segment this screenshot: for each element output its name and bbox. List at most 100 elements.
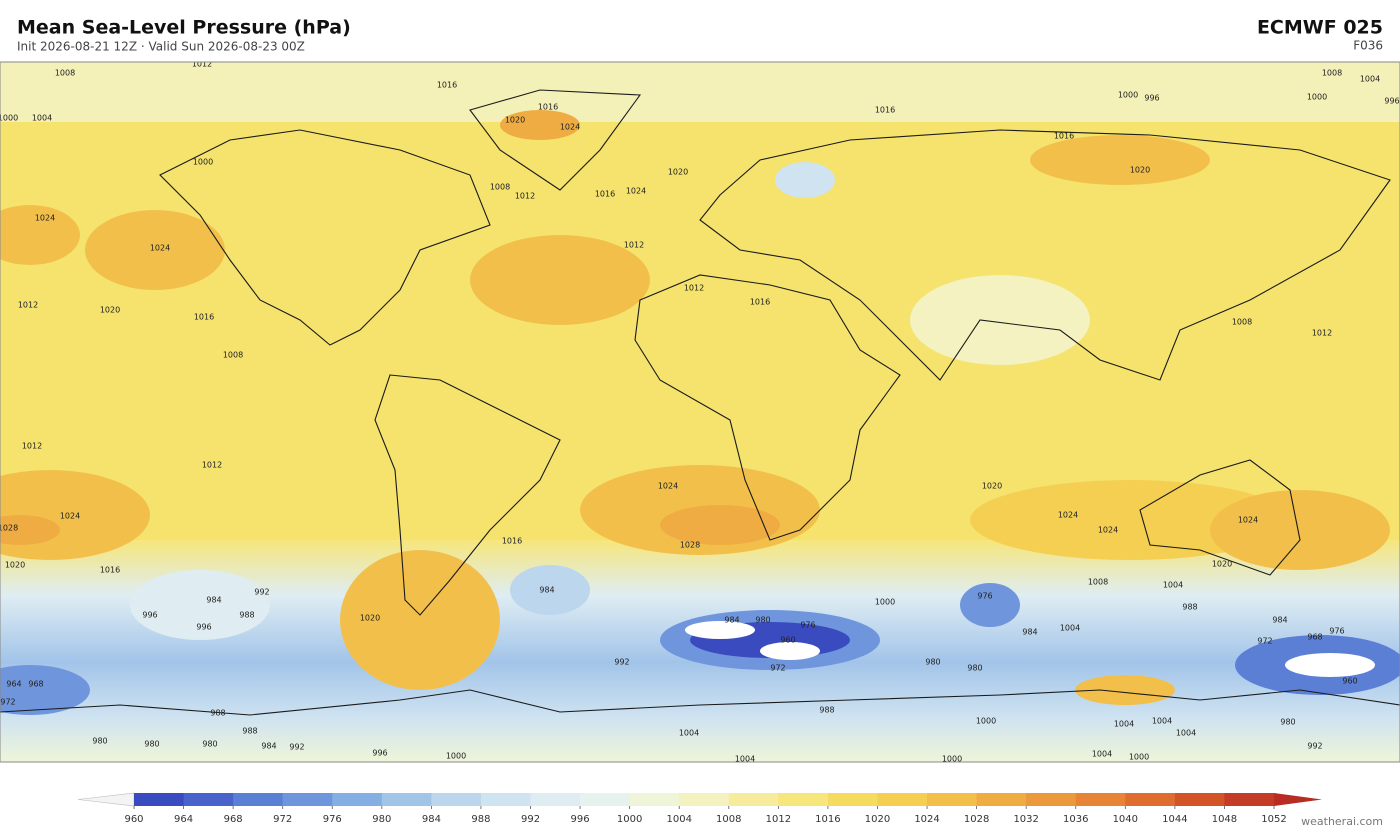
colorbar-tick-label: 972 (273, 814, 292, 825)
subtitle: Init 2026-08-21 12Z · Valid Sun 2026-08-… (17, 40, 305, 54)
contour-label: 992 (254, 588, 269, 597)
contour-label: 1016 (502, 537, 522, 546)
contour-label: 1024 (150, 244, 170, 253)
contour-label: 984 (539, 586, 554, 595)
contour-label: 988 (239, 611, 254, 620)
contour-label: 1000 (976, 717, 996, 726)
contour-label: 972 (770, 664, 785, 673)
contour-label: 1000 (875, 598, 895, 607)
title: Mean Sea-Level Pressure (hPa) (17, 17, 351, 39)
contour-label: 1000 (942, 755, 962, 764)
contour-label: 1004 (1092, 750, 1112, 759)
contour-label: 1004 (32, 114, 52, 123)
contour-label: 984 (206, 596, 221, 605)
contour-label: 1016 (100, 566, 120, 575)
contour-label: 992 (289, 743, 304, 752)
colorbar-tick-label: 960 (124, 814, 143, 825)
contour-label: 1012 (22, 442, 42, 451)
colorbar-bin (728, 793, 779, 806)
contour-label: 1012 (1312, 329, 1332, 338)
contour-label: 1012 (515, 192, 535, 201)
colorbar-bin (1224, 793, 1275, 806)
colorbar-bin (877, 793, 928, 806)
contour-label: 1004 (1163, 581, 1183, 590)
contour-label: 1020 (1212, 560, 1232, 569)
contour-label: 1020 (668, 168, 688, 177)
colorbar-bin (332, 793, 383, 806)
contour-label: 960 (780, 636, 795, 645)
contour-label: 1028 (0, 524, 18, 533)
colorbar-bin (183, 793, 234, 806)
contour-label: 1020 (982, 482, 1002, 491)
colorbar-tick-label: 1028 (964, 814, 989, 825)
contour-label: 1012 (684, 284, 704, 293)
contour-label: 1016 (194, 313, 214, 322)
contour-label: 984 (724, 616, 739, 625)
colorbar-tick-label: 964 (174, 814, 193, 825)
contour-label: 980 (1280, 718, 1295, 727)
contour-label: 1020 (1130, 166, 1150, 175)
contour-label: 988 (819, 706, 834, 715)
contour-label: 1024 (35, 214, 55, 223)
contour-label: 1024 (60, 512, 80, 521)
colorbar-tick-label: 996 (571, 814, 590, 825)
contour-label: 1012 (624, 241, 644, 250)
contour-label: 980 (967, 664, 982, 673)
colorbar-bin (431, 793, 482, 806)
contour-label: 1012 (192, 60, 212, 69)
contour-label: 1024 (1238, 516, 1258, 525)
contour-label: 1000 (0, 114, 18, 123)
contour-label: 1000 (1307, 93, 1327, 102)
contour-label: 1016 (750, 298, 770, 307)
contour-label: 1028 (680, 541, 700, 550)
colorbar-bin (282, 793, 333, 806)
colorbar-bin (480, 793, 532, 806)
colorbar-tick-label: 992 (521, 814, 540, 825)
contour-label: 1008 (55, 69, 75, 78)
map: 1008 1012 1016 1000 1004 1016 1024 1020 1000 1008… (0, 60, 1400, 764)
contour-label: 984 (261, 742, 276, 751)
colorbar-tick-label: 1040 (1113, 814, 1138, 825)
contour-label: 1004 (1152, 717, 1172, 726)
contour-label: 1016 (538, 103, 558, 112)
colorbar-bin (927, 793, 978, 806)
contour-label: 1016 (595, 190, 615, 199)
colorbar-bin (827, 793, 878, 806)
contour-label: 968 (1307, 633, 1322, 642)
contour-label: 1012 (202, 461, 222, 470)
contour-label: 1020 (100, 306, 120, 315)
contour-label: 988 (1182, 603, 1197, 612)
colorbar-bin (381, 793, 432, 806)
contour-labels: 1008 1012 1016 1000 1004 1016 1024 1020 1000 1008… (0, 60, 1400, 764)
contour-label: 1008 (1322, 69, 1342, 78)
contour-label: 984 (1272, 616, 1287, 625)
contour-label: 996 (196, 623, 211, 632)
contour-label: 1016 (437, 81, 457, 90)
colorbar-bin (1174, 793, 1225, 806)
colorbar-bin (580, 793, 631, 806)
colorbar-bin (778, 793, 829, 806)
forecast-hour: F036 (1353, 39, 1383, 53)
contour-label: 1004 (1114, 720, 1134, 729)
contour-label: 980 (202, 740, 217, 749)
contour-label: 1004 (1360, 75, 1380, 84)
contour-label: 1024 (658, 482, 678, 491)
contour-label: 1004 (1060, 624, 1080, 633)
contour-label: 1004 (735, 755, 755, 764)
contour-label: 1008 (223, 351, 243, 360)
colorbar-tick-label: 1044 (1162, 814, 1187, 825)
colorbar-tick-label: 1052 (1261, 814, 1286, 825)
contour-label: 1004 (679, 729, 699, 738)
colorbar-tick-label: 980 (372, 814, 391, 825)
contour-label: 1024 (560, 123, 580, 132)
contour-label: 1016 (875, 106, 895, 115)
colorbar-tick-label: 976 (323, 814, 342, 825)
colorbar-bin (233, 793, 284, 806)
contour-label: 972 (0, 698, 15, 707)
footer: weatherai.com (1301, 815, 1383, 828)
contour-label: 1020 (360, 614, 380, 623)
contour-label: 992 (1307, 742, 1322, 751)
colorbar-tick-label: 1032 (1013, 814, 1038, 825)
colorbar-tick-label: 1024 (914, 814, 939, 825)
contour-label: 1012 (18, 301, 38, 310)
